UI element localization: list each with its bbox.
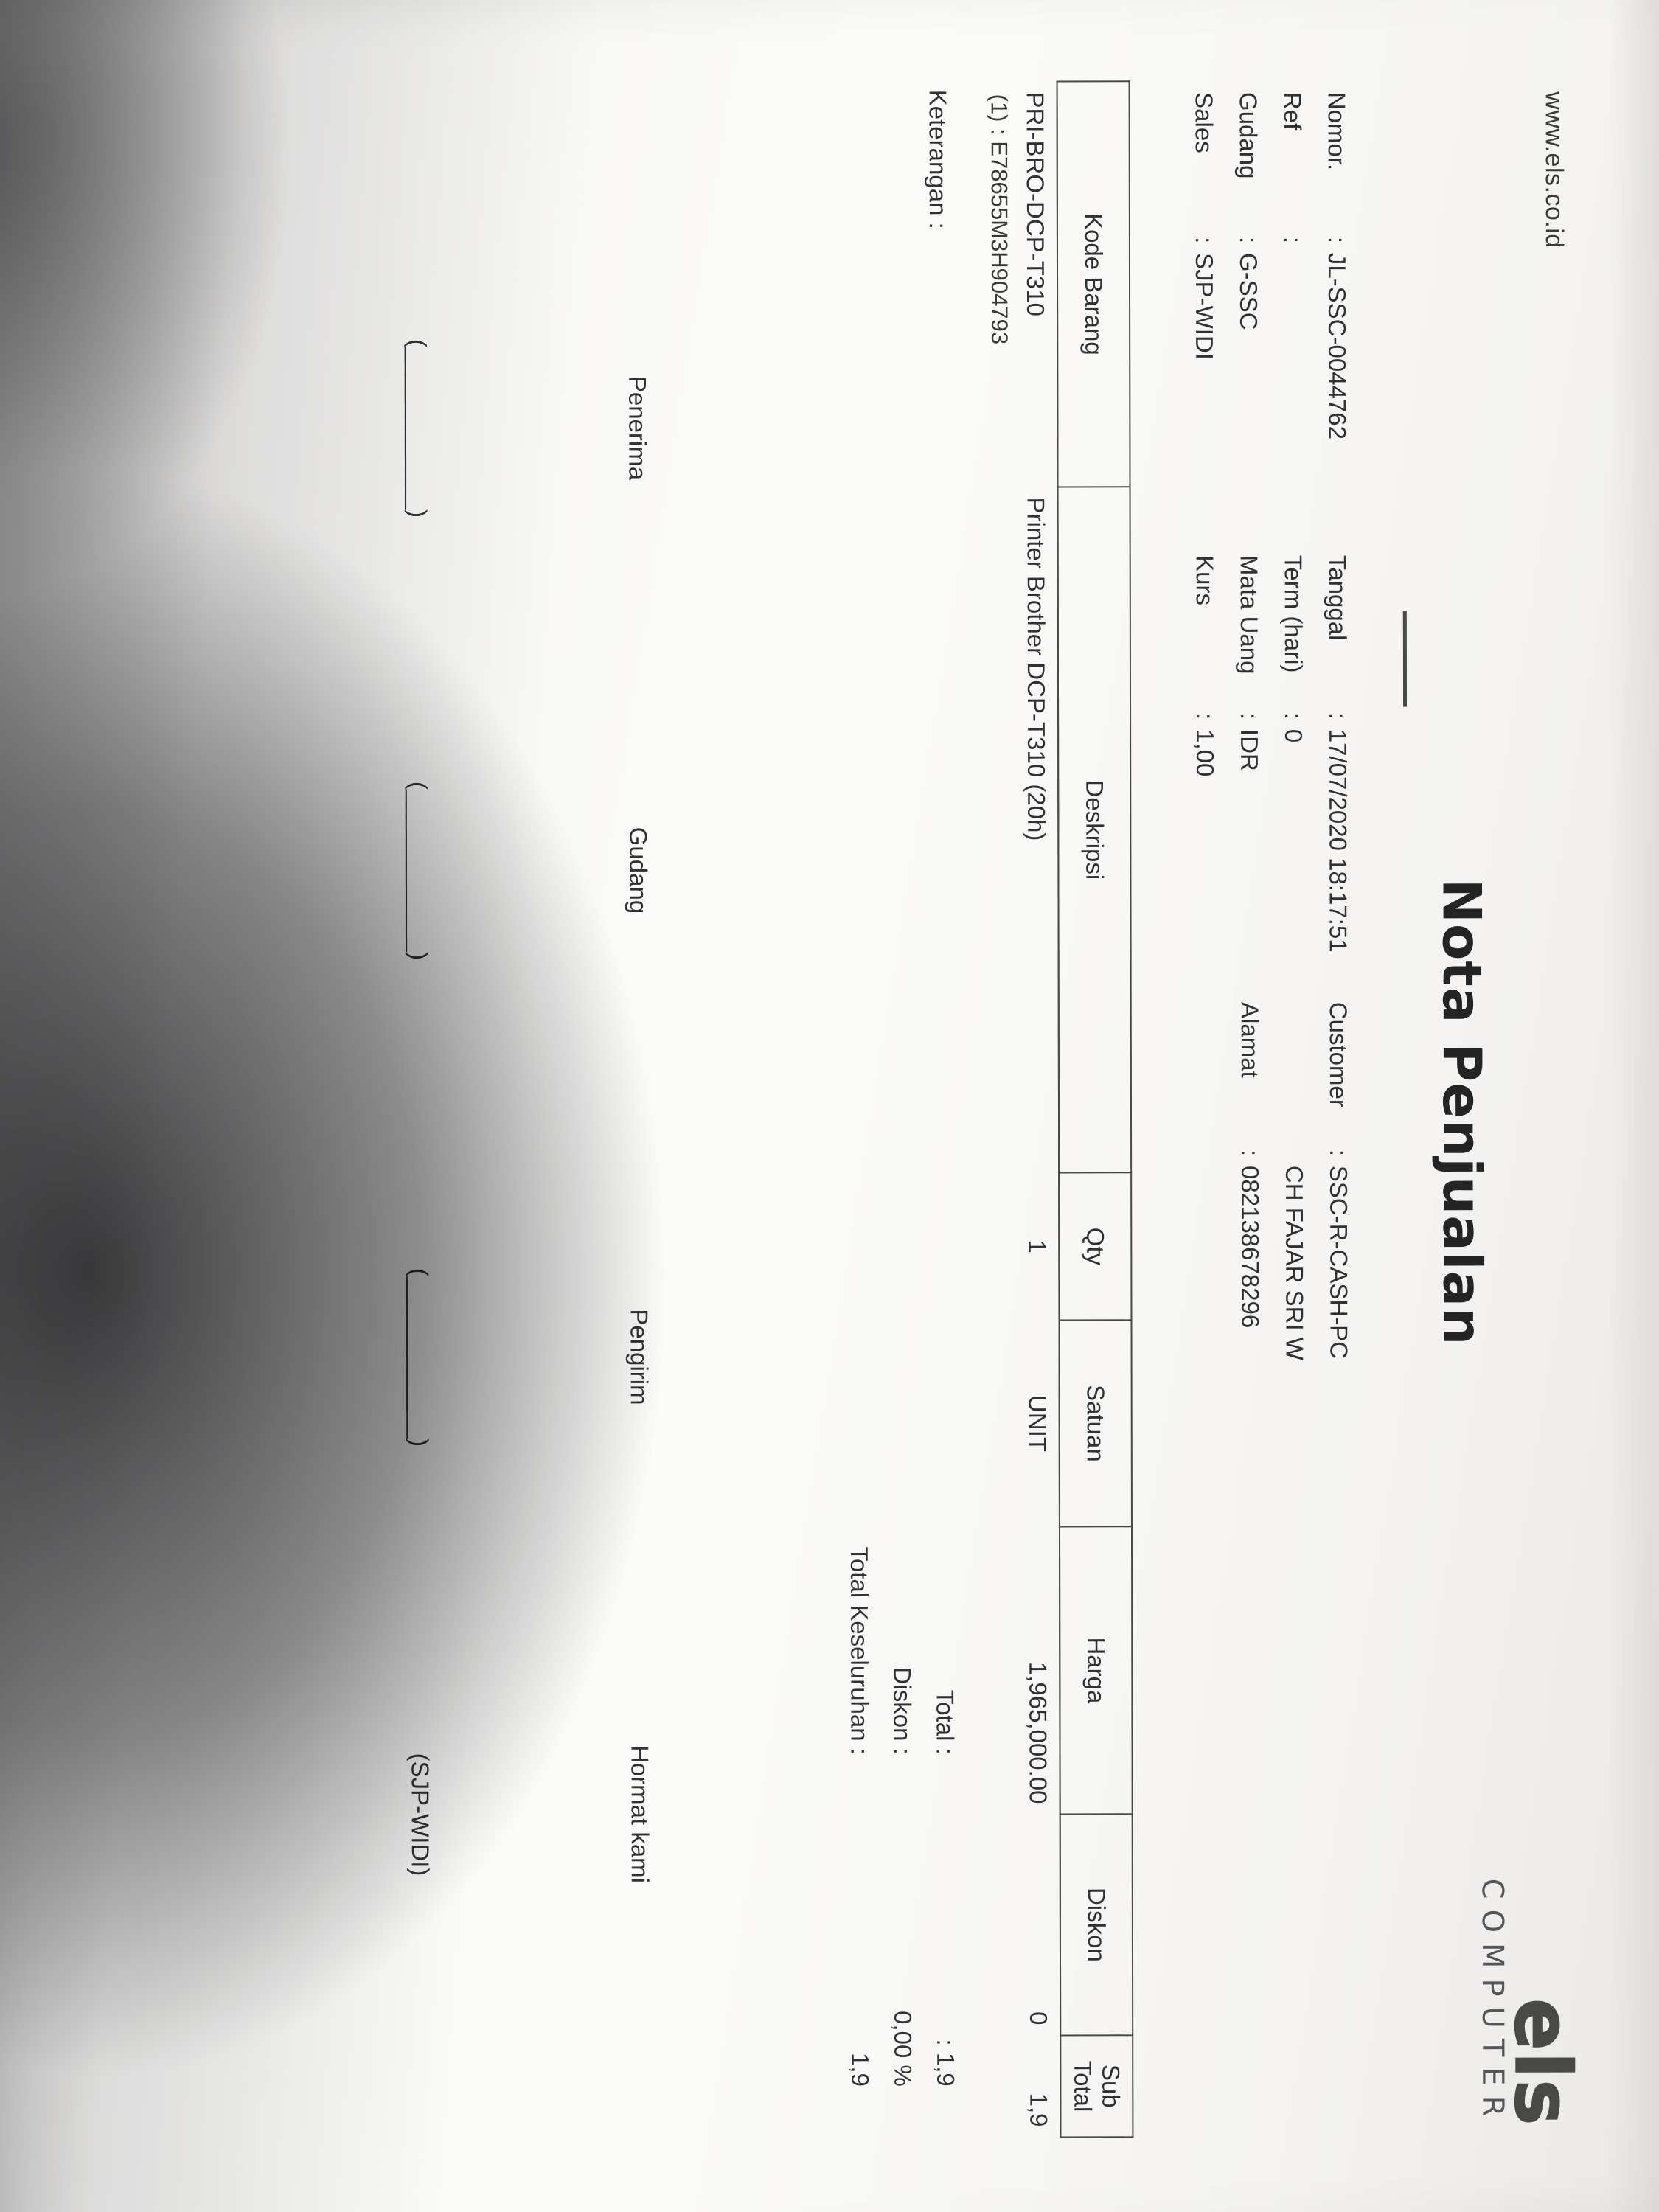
cell-harga: 1,965,000.00 bbox=[1024, 1661, 1052, 1804]
value-gudang: G-SSC bbox=[1234, 252, 1263, 330]
signature-line-pengirim: (____________) bbox=[406, 1267, 434, 1447]
cell-diskon: 0 bbox=[1025, 2011, 1053, 2025]
info-row-gudang: Gudang: G-SSC bbox=[1226, 92, 1271, 439]
info-row-ref: Ref: bbox=[1270, 92, 1315, 439]
signature-role-gudang: Gudang bbox=[625, 827, 653, 914]
info-row-sales: Sales: SJP-WIDI bbox=[1182, 92, 1227, 439]
title-underline bbox=[1402, 611, 1408, 707]
signature-line-hormat-kami: (SJP-WIDI) bbox=[406, 1753, 434, 1877]
value-mata-uang: IDR bbox=[1236, 728, 1264, 771]
signature-line-gudang: (____________) bbox=[405, 781, 433, 961]
info-row-customer: Customer: SSC-R-CASH-PC bbox=[1316, 1002, 1361, 1360]
signature-hormat-kami: Hormat kami (SJP-WIDI) bbox=[406, 1659, 654, 1969]
label-nomor: Nomor. bbox=[1323, 91, 1351, 171]
value-nomor: JL-SSC-0044762 bbox=[1323, 252, 1352, 439]
value-kurs: 1,00 bbox=[1192, 729, 1220, 777]
sep-customer: : bbox=[1325, 1149, 1353, 1157]
label-sales: Sales bbox=[1190, 92, 1218, 153]
label-kurs: Kurs bbox=[1191, 555, 1219, 606]
info-block-middle: Tanggal: 17/07/2020 18:17:51 Term (hari):… bbox=[1183, 508, 1360, 953]
info-row-tanggal: Tanggal: 17/07/2020 18:17:51 bbox=[1315, 508, 1360, 953]
cell-deskripsi: Printer Brother DCP-T310 (20h) bbox=[1022, 497, 1051, 841]
sep-tanggal: : bbox=[1324, 712, 1352, 720]
sep-ref: : bbox=[1279, 236, 1307, 244]
col-diskon: Diskon bbox=[1060, 1814, 1133, 2036]
website-url: www.els.co.id bbox=[1540, 91, 1568, 248]
sep-nomor: : bbox=[1323, 236, 1351, 244]
document-title: Nota Penjualan bbox=[1430, 878, 1494, 1346]
signature-line-penerima: (____________) bbox=[404, 338, 432, 518]
grand-total-label: Total Keseluruhan : bbox=[846, 1546, 874, 1755]
sep-gudang: : bbox=[1234, 236, 1262, 244]
label-term: Term (hari) bbox=[1279, 554, 1307, 673]
info-row-mata-uang: Mata Uang: IDR bbox=[1227, 508, 1272, 953]
signature-gudang: Gudang (____________) bbox=[404, 715, 653, 1026]
sep-kurs: : bbox=[1192, 713, 1220, 720]
value-customer: SSC-R-CASH-PC bbox=[1325, 1165, 1353, 1360]
totals-labels: Total : Diskon : Total Keseluruhan : bbox=[838, 1408, 967, 1755]
diskon-label: Diskon : bbox=[888, 1666, 917, 1755]
info-row-customer-name: CH FAJAR SRI W bbox=[1272, 1002, 1317, 1360]
grand-total-value: 1,9 bbox=[846, 2053, 874, 2087]
label-alamat: Alamat bbox=[1236, 1001, 1264, 1078]
signature-pengirim: Pengirim (____________) bbox=[405, 1202, 653, 1512]
info-row-kurs: Kurs: 1,00 bbox=[1183, 508, 1228, 953]
info-block-right: Customer: SSC-R-CASH-PC CH FAJAR SRI W Al… bbox=[1228, 1002, 1361, 1360]
diskon-value: 0,00 % bbox=[889, 2011, 917, 2087]
col-qty: Qty bbox=[1059, 1172, 1132, 1321]
serial-number-note: (1) : E78655M3H904793 bbox=[986, 94, 1013, 345]
col-sub-total: Sub Total bbox=[1060, 2035, 1133, 2138]
label-tanggal: Tanggal bbox=[1324, 554, 1352, 641]
info-row-nomor: Nomor.: JL-SSC-0044762 bbox=[1315, 92, 1360, 439]
cell-qty: 1 bbox=[1023, 1239, 1051, 1253]
value-term: 0 bbox=[1280, 728, 1308, 743]
signature-penerima: Penerima (____________) bbox=[403, 273, 652, 583]
sep-sales: : bbox=[1190, 237, 1218, 244]
info-row-alamat: Alamat: 082138678296 bbox=[1228, 1002, 1273, 1360]
logo-wordmark: els bbox=[1497, 1997, 1588, 2127]
value-alamat: 082138678296 bbox=[1237, 1165, 1265, 1329]
total-label: Total : bbox=[931, 1689, 959, 1755]
value-sales: SJP-WIDI bbox=[1190, 253, 1219, 360]
col-kode-barang: Kode Barang bbox=[1057, 81, 1130, 487]
signature-role-hormat-kami: Hormat kami bbox=[626, 1745, 654, 1884]
label-gudang: Gudang bbox=[1234, 91, 1262, 179]
col-deskripsi: Deskripsi bbox=[1057, 487, 1132, 1173]
totals-values: : 1,9 0,00 % 1,9 bbox=[838, 1770, 967, 2087]
signature-role-penerima: Penerima bbox=[624, 375, 652, 481]
col-satuan: Satuan bbox=[1059, 1320, 1132, 1527]
table-header-row: Kode Barang Deskripsi Qty Satuan Harga D… bbox=[1057, 81, 1133, 2138]
info-row-term: Term (hari): 0 bbox=[1271, 508, 1316, 953]
cell-sub-total: 1,9 bbox=[1025, 2093, 1053, 2127]
items-table: Kode Barang Deskripsi Qty Satuan Harga D… bbox=[1014, 80, 1134, 2138]
sales-note-document: www.els.co.id els COMPUTER Nota Penjuala… bbox=[83, 50, 1588, 2177]
sep-alamat: : bbox=[1237, 1149, 1265, 1157]
label-ref: Ref bbox=[1279, 91, 1307, 131]
value-customer-name: CH FAJAR SRI W bbox=[1281, 1165, 1309, 1360]
value-tanggal: 17/07/2020 18:17:51 bbox=[1324, 728, 1352, 953]
label-customer: Customer bbox=[1324, 1001, 1352, 1107]
total-value: : 1,9 bbox=[932, 2039, 960, 2087]
signature-role-pengirim: Pengirim bbox=[625, 1309, 653, 1405]
keterangan-label: Keterangan : bbox=[924, 89, 952, 229]
sep-mata-uang: : bbox=[1236, 712, 1264, 720]
label-mata-uang: Mata Uang bbox=[1235, 554, 1263, 675]
cell-kode-barang: PRI-BRO-DCP-T310 bbox=[1021, 91, 1050, 316]
paper-edge bbox=[1607, 0, 1659, 2212]
cell-satuan: UNIT bbox=[1023, 1394, 1051, 1453]
table-row: PRI-BRO-DCP-T310 Printer Brother DCP-T31… bbox=[1014, 81, 1061, 2137]
info-block-left: Nomor.:JL-SSC-0044762 Ref: Gudang:G-SSC … bbox=[1182, 92, 1360, 440]
sep-term: : bbox=[1280, 712, 1308, 720]
col-harga: Harga bbox=[1059, 1526, 1133, 1815]
